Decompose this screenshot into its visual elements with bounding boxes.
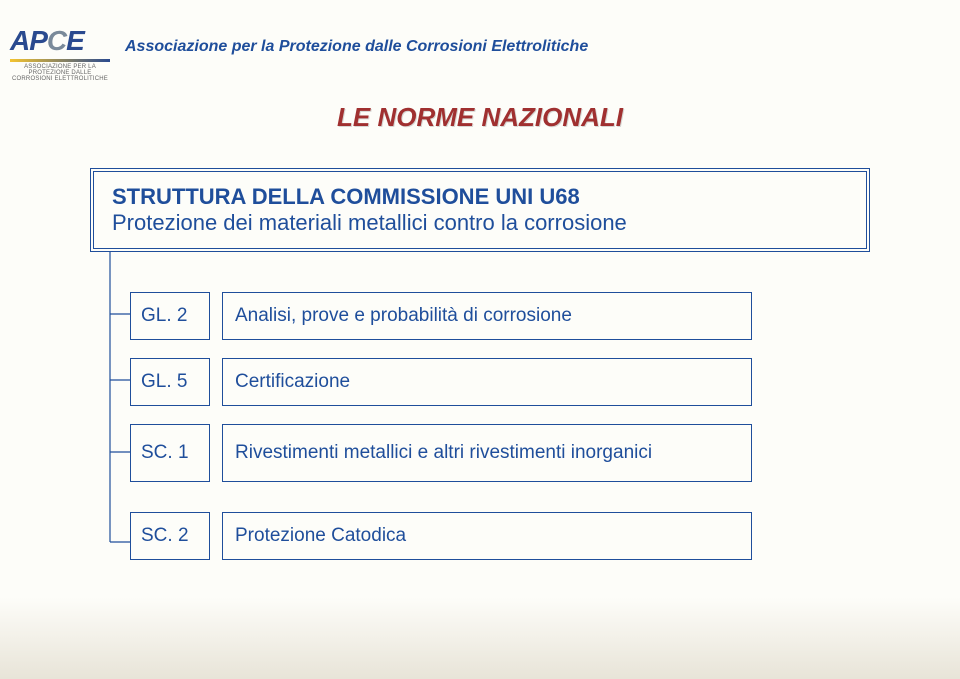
table-row: SC. 1 Rivestimenti metallici e altri riv… — [130, 424, 890, 482]
tree: GL. 2 Analisi, prove e probabilità di co… — [130, 292, 890, 560]
row-desc: Analisi, prove e probabilità di corrosio… — [222, 292, 752, 340]
slide: APCE ASSOCIAZIONE PER LA PROTEZIONE DALL… — [0, 0, 960, 679]
row-desc: Rivestimenti metallici e altri rivestime… — [222, 424, 752, 482]
header: APCE ASSOCIAZIONE PER LA PROTEZIONE DALL… — [70, 30, 890, 82]
logo-letter-a: A — [10, 25, 29, 56]
logo-bar — [10, 59, 110, 62]
row-code: SC. 2 — [130, 512, 210, 560]
logo: APCE ASSOCIAZIONE PER LA PROTEZIONE DALL… — [10, 25, 110, 82]
table-row: GL. 2 Analisi, prove e probabilità di co… — [130, 292, 890, 340]
row-code: SC. 1 — [130, 424, 210, 482]
table-row: SC. 2 Protezione Catodica — [130, 512, 890, 560]
commission-box: STRUTTURA DELLA COMMISSIONE UNI U68 Prot… — [90, 168, 870, 252]
table-row: GL. 5 Certificazione — [130, 358, 890, 406]
row-desc: Protezione Catodica — [222, 512, 752, 560]
row-code: GL. 2 — [130, 292, 210, 340]
tree-connector-lines — [85, 252, 135, 582]
logo-letter-e: E — [66, 25, 84, 56]
logo-subtitle: ASSOCIAZIONE PER LA PROTEZIONE DALLE COR… — [10, 64, 110, 82]
page-title: LE NORME NAZIONALI — [70, 102, 890, 133]
logo-letter-p: P — [29, 25, 47, 56]
logo-text: APCE — [10, 25, 110, 57]
row-code: GL. 5 — [130, 358, 210, 406]
commission-line1: STRUTTURA DELLA COMMISSIONE UNI U68 — [112, 184, 848, 210]
association-title: Associazione per la Protezione dalle Cor… — [125, 38, 588, 56]
row-desc: Certificazione — [222, 358, 752, 406]
logo-letter-c: C — [47, 25, 66, 56]
commission-line2: Protezione dei materiali metallici contr… — [112, 210, 848, 236]
